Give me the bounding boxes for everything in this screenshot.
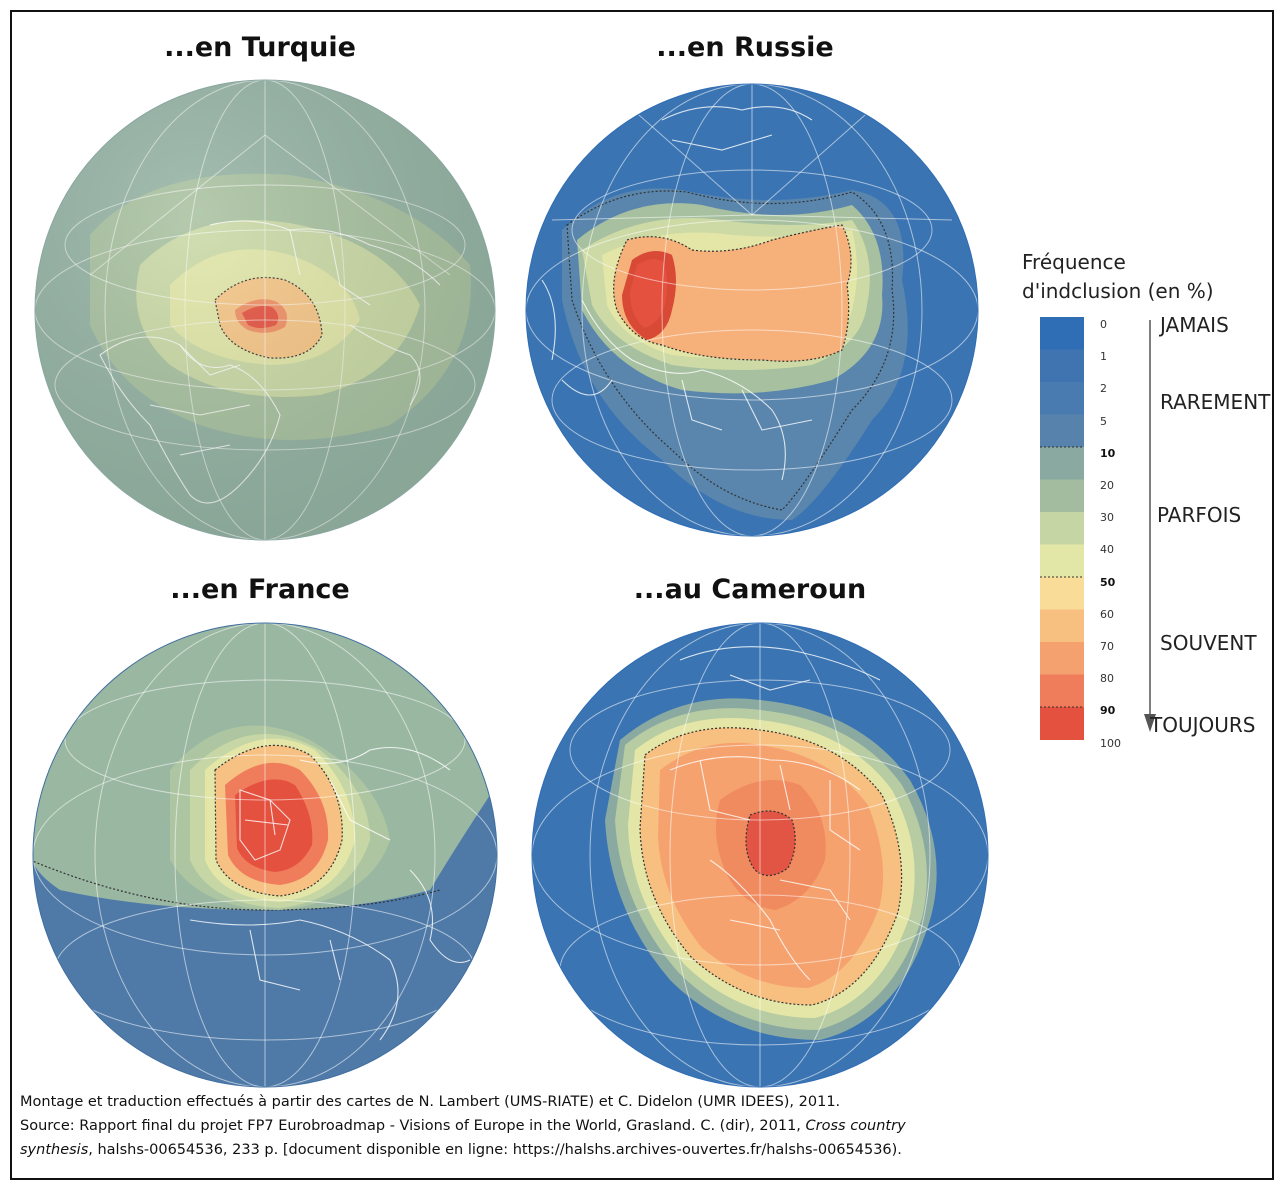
legend-swatch-2 [1040,382,1084,415]
map-title-cameroun: ...au Cameroun [633,574,867,605]
category-jamais: JAMAIS [1160,313,1229,337]
legend-tick-label: 60 [1100,607,1114,621]
legend-tick-label: 80 [1100,672,1114,686]
zone-90-100 [745,810,796,877]
figure-caption: Montage et traduction effectués à partir… [20,1090,1274,1172]
legend-arrow [1144,320,1156,732]
legend-tick-label: 70 [1100,640,1114,653]
legend-swatch-6 [1040,512,1084,545]
legend-title: Fréquence d'indclusion (en %) [1022,248,1214,306]
caption-line-3: synthesis, halshs-00654536, 233 p. [docu… [20,1138,1274,1162]
caption-title-italic-2: synthesis [20,1142,89,1158]
legend-title-line1: Fréquence [1022,250,1126,274]
legend-swatch-5 [1040,479,1084,513]
legend-tick-label: 40 [1100,543,1114,557]
caption-title-italic-1: Cross country [805,1118,906,1134]
legend-swatch-12 [1040,707,1084,740]
globe-cameroun [531,622,989,1088]
legend-tick-label: 20 [1100,479,1114,492]
category-rarement: RAREMENT [1160,390,1271,414]
legend-tick-label: 1 [1100,350,1107,364]
legend-tick-label: 5 [1100,414,1107,428]
globe-france [32,622,498,1088]
caption-source: Source: Rapport final du projet FP7 Euro… [20,1118,806,1134]
legend-tick-label: 0 [1100,318,1107,331]
legend-tick-label: 90 [1100,704,1116,718]
legend-swatch-1 [1040,349,1084,383]
legend-swatch-8 [1040,577,1084,610]
legend-swatch-0 [1040,317,1084,350]
legend-swatch-10 [1040,642,1084,675]
globe-russie [525,83,979,537]
legend-tick-label: 2 [1100,382,1107,396]
legend-swatch-9 [1040,609,1084,643]
caption-line-1: Montage et traduction effectués à partir… [20,1094,841,1110]
legend-swatch-7 [1040,544,1084,578]
category-toujours: TOUJOURS [1150,713,1256,737]
legend-swatch-3 [1040,414,1084,448]
category-souvent: SOUVENT [1160,631,1257,655]
caption-reference: , halshs-00654536, 233 p. [document disp… [88,1142,902,1158]
map-title-russie: ...en Russie [656,32,834,63]
caption-line-2: Source: Rapport final du projet FP7 Euro… [20,1114,1274,1138]
globe-turquie [34,79,496,541]
legend-swatch-4 [1040,447,1084,480]
map-title-france: ...en France [170,574,350,605]
legend-tick-label: 30 [1100,511,1114,525]
legend-tick-label: 10 [1100,446,1116,460]
legend-swatch-11 [1040,674,1084,708]
legend-title-line2: d'indclusion (en %) [1022,279,1214,303]
map-title-turquie: ...en Turquie [164,32,356,63]
legend-tick-label: 100 [1100,736,1121,750]
legend-tick-label: 50 [1100,575,1116,589]
category-parfois: PARFOIS [1157,503,1242,527]
legend-color-scale [1040,317,1084,740]
